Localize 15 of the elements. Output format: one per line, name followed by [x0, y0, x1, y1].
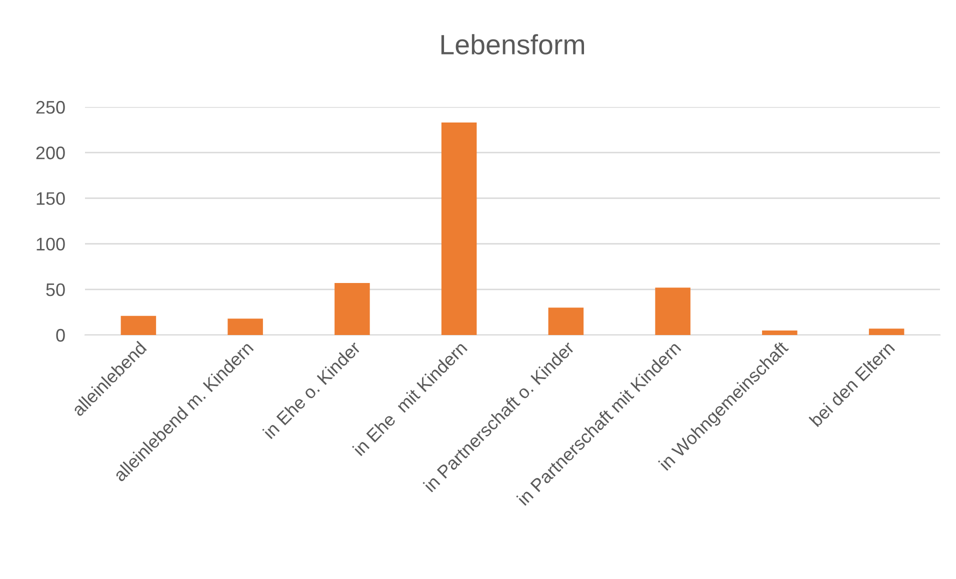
bar	[228, 318, 263, 335]
bar	[334, 283, 370, 335]
y-tick-label: 100	[36, 238, 65, 251]
y-tick-label: 50	[46, 283, 65, 296]
bar	[762, 330, 798, 335]
bar	[868, 328, 904, 335]
y-tick-label: 150	[36, 192, 65, 205]
bar	[548, 308, 584, 335]
bar	[120, 316, 156, 335]
bar	[655, 288, 690, 335]
y-tick-label: 0	[56, 328, 65, 342]
y-tick-label: 250	[36, 100, 65, 114]
chart-title: Lebensform	[441, 34, 584, 54]
y-tick-label: 200	[36, 146, 65, 160]
bar	[441, 122, 477, 335]
